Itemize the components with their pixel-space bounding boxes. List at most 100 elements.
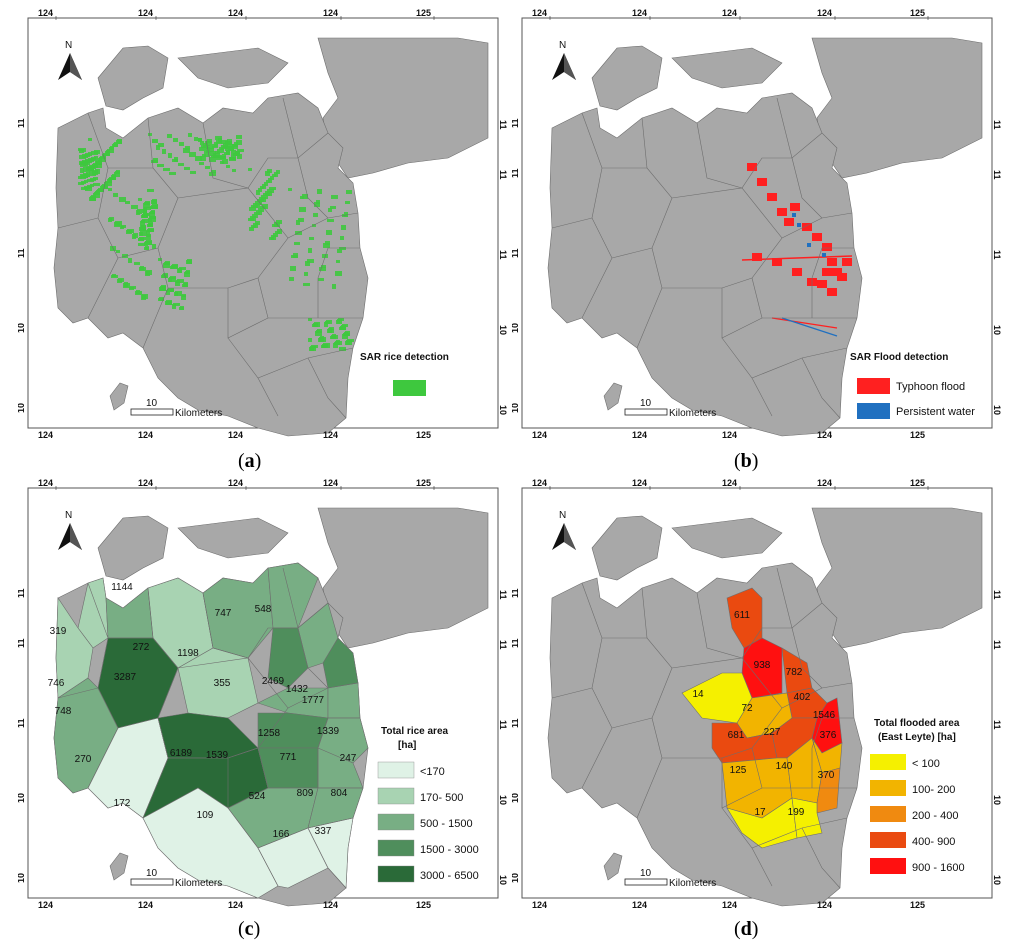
axis-top-label: 124 (532, 478, 547, 488)
axis-bottom-label: 124 (632, 430, 647, 440)
flood-region (791, 797, 823, 839)
legend-label: 1500 - 3000 (420, 844, 479, 856)
scale-unit: Kilometers (175, 878, 222, 889)
axis-left-label: 10 (18, 323, 26, 333)
flood-value-label: 370 (818, 770, 835, 781)
axis-bottom-label: 124 (228, 430, 243, 440)
axis-left-label: 10 (18, 873, 26, 883)
axis-bottom-label: 124 (138, 900, 153, 910)
axis-bottom-label: 124 (817, 900, 832, 910)
rice-patch (288, 188, 352, 289)
axis-left-label: 11 (512, 718, 520, 728)
rice-value-label: 804 (331, 788, 348, 799)
rice-region (267, 562, 319, 629)
axis-bottom-label: 124 (38, 900, 53, 910)
legend-swatch (377, 787, 415, 805)
axis-right-label: 11 (498, 590, 508, 600)
map-panel-c: 124 124 124 124 125 124 124 124 124 125 11 11 11 10 10… (18, 478, 508, 910)
land-north-strip (671, 517, 783, 559)
municipal-border (307, 827, 347, 889)
municipal-border (117, 247, 159, 259)
municipal-border (551, 687, 593, 699)
map-body (547, 37, 983, 437)
caption-b: (b) (734, 450, 759, 472)
rice-value-label: 746 (48, 678, 65, 689)
rice-value-label: 809 (297, 788, 314, 799)
axis-bottom-label: 124 (532, 430, 547, 440)
land-small-island (109, 382, 129, 411)
municipal-border (721, 807, 848, 849)
municipal-border (142, 117, 179, 349)
axis-bottom-label: 124 (817, 430, 832, 440)
legend-title: Total rice area (381, 726, 449, 737)
axis-left-label: 11 (18, 248, 26, 258)
axis-left-label: 11 (18, 588, 26, 598)
flood-value-label: 140 (776, 761, 793, 772)
municipal-border (721, 337, 848, 379)
axis-right-label: 10 (498, 405, 508, 415)
municipal-border (751, 377, 773, 417)
rice-value-label: 166 (273, 829, 290, 840)
legend-label: Persistent water (896, 406, 975, 418)
axis-bottom-label: 124 (632, 900, 647, 910)
axis-top-label: 124 (632, 478, 647, 488)
map-panel-b: 124 124 124 124 125 124 124 124 124 125 11 11 11 10 10… (512, 8, 1002, 440)
rice-value-label: 337 (315, 826, 332, 837)
axis-left-label: 10 (512, 793, 520, 803)
municipal-border (257, 277, 363, 319)
legend-swatch (870, 754, 906, 770)
rice-value-label: 6189 (170, 748, 193, 759)
axis-left-label: 11 (512, 168, 520, 178)
land-north-strip (177, 47, 289, 89)
municipal-border (751, 847, 773, 887)
rice-area-regions (53, 562, 369, 899)
land-north-strip (671, 47, 783, 89)
legend-title: SAR rice detection (360, 352, 449, 363)
municipal-border (297, 157, 329, 219)
axis-right-label: 11 (498, 170, 508, 180)
rice-value-label: 548 (255, 604, 272, 615)
axis-right-label: 10 (992, 405, 1002, 415)
land-north-island (97, 515, 169, 581)
municipal-border (282, 567, 299, 629)
legend-label: Typhoon flood (896, 381, 965, 393)
legend-label: 200 - 400 (912, 810, 958, 822)
municipal-border (811, 247, 854, 318)
north-label: N (559, 40, 566, 51)
land-north-island (591, 515, 663, 581)
axis-right-label: 11 (992, 120, 1002, 130)
rice-value-label: 1198 (177, 648, 199, 659)
axis-bottom-label: 125 (910, 430, 925, 440)
axis-left-label: 11 (512, 588, 520, 598)
flood-value-label: 199 (788, 807, 805, 818)
rice-value-label: 771 (280, 752, 297, 763)
legend-title: SAR Flood detection (850, 352, 948, 363)
axis-bottom-label: 124 (323, 430, 338, 440)
axis-right-label: 11 (992, 720, 1002, 730)
map-panel-d: 124 124 124 124 125 124 124 124 124 125 11 11 11 10 10… (512, 478, 1002, 910)
map-body (53, 507, 489, 907)
axis-left-label: 11 (18, 168, 26, 178)
municipal-border (636, 117, 673, 349)
land-small-island (603, 382, 623, 411)
municipal-border (168, 657, 289, 759)
axis-right-label: 11 (992, 590, 1002, 600)
flood-value-label: 782 (786, 667, 803, 678)
rice-value-label: 109 (197, 810, 214, 821)
scale-bar (624, 408, 668, 416)
axis-left-label: 10 (512, 873, 520, 883)
flood-value-label: 72 (741, 703, 753, 714)
scale-unit: Kilometers (669, 408, 716, 419)
axis-top-label: 125 (910, 478, 925, 488)
axis-bottom-label: 124 (228, 900, 243, 910)
land-north-island (97, 45, 169, 111)
rice-value-label: 247 (340, 753, 357, 764)
axis-left-label: 10 (512, 323, 520, 333)
rice-region (327, 682, 361, 719)
axis-right-label: 10 (498, 795, 508, 805)
municipal-border (791, 627, 823, 689)
legend-swatch (377, 761, 415, 779)
axis-bottom-label: 124 (38, 430, 53, 440)
flood-value-label: 125 (730, 765, 747, 776)
